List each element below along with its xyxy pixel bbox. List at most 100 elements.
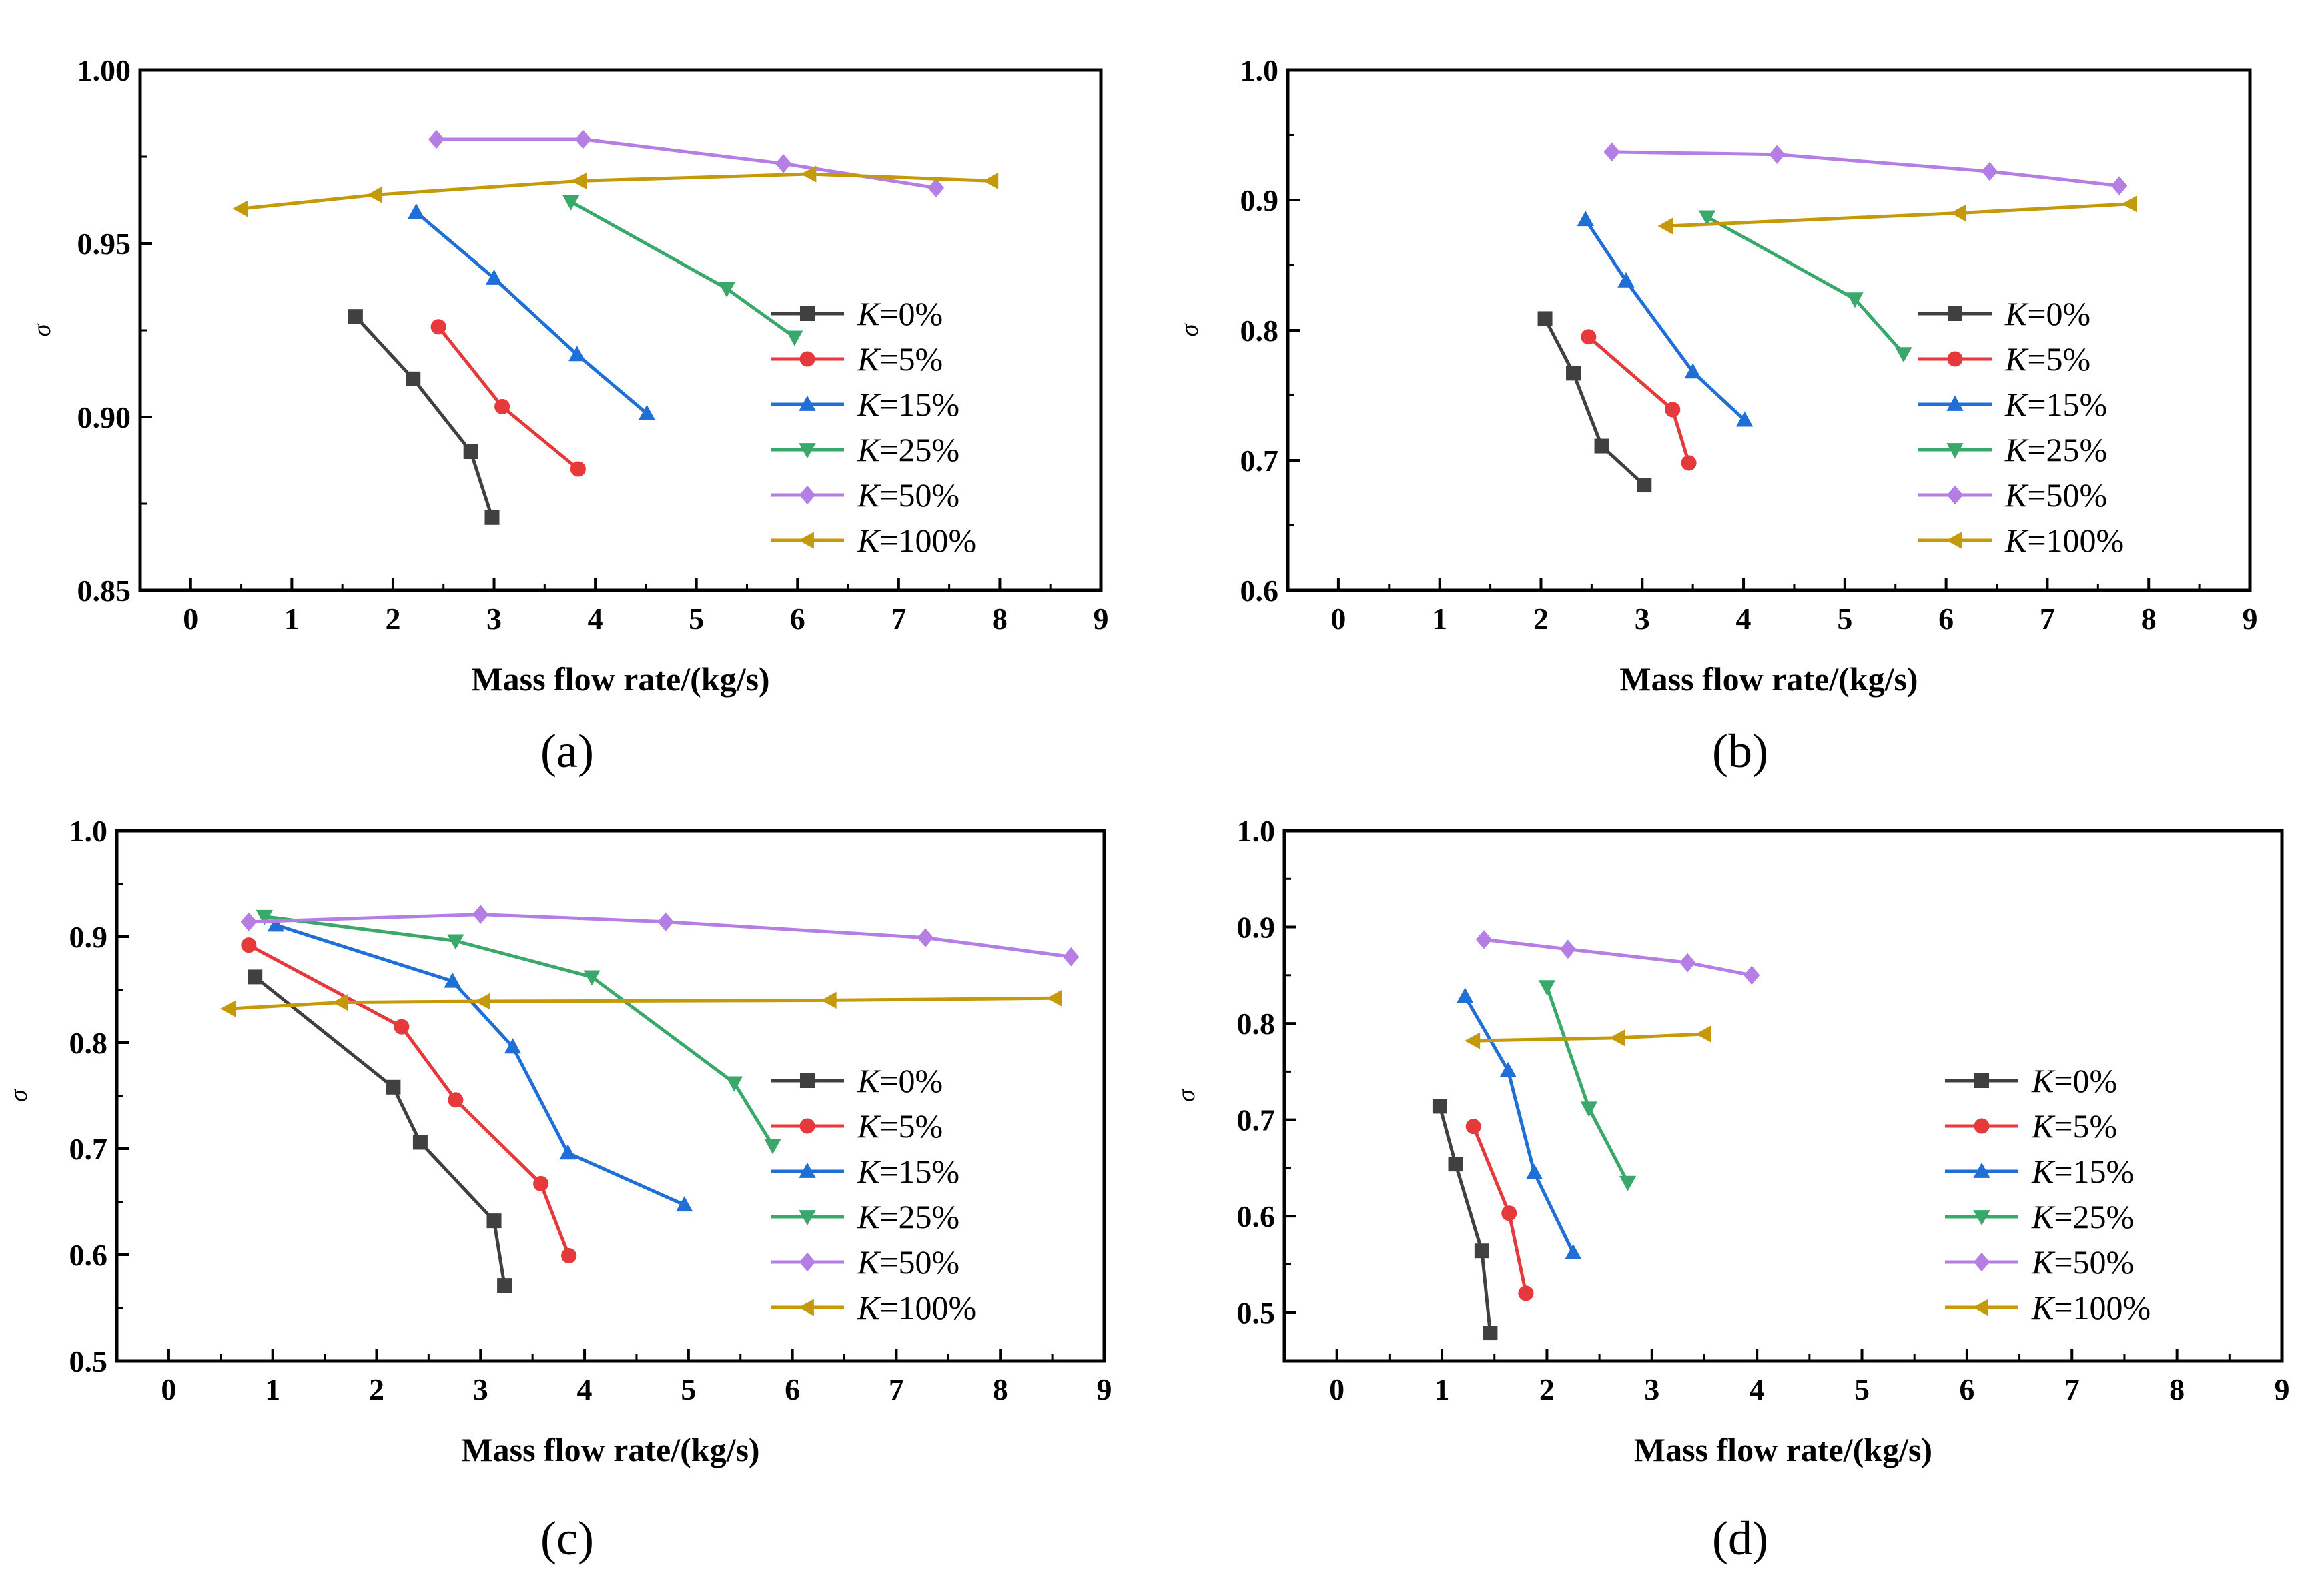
x-tick-label: 2 xyxy=(1533,602,1549,636)
x-axis-label: Mass flow rate/(kg/s) xyxy=(1619,660,1918,698)
series-circle xyxy=(430,319,586,477)
data-point xyxy=(764,1139,781,1155)
data-point xyxy=(801,165,817,183)
y-tick-label: 1.00 xyxy=(77,53,131,87)
legend-entry: K=5% xyxy=(771,340,943,378)
y-axis-label: σ xyxy=(1172,1089,1200,1102)
legend-label-value: =25% xyxy=(2027,431,2107,468)
data-point xyxy=(2111,176,2128,195)
legend-label: K=25% xyxy=(2004,431,2107,468)
data-point xyxy=(983,172,999,190)
legend-label-variable: K xyxy=(2004,522,2029,559)
legend-marker xyxy=(799,1252,816,1272)
legend-label: K=5% xyxy=(2004,340,2090,378)
data-point xyxy=(562,195,580,211)
legend-label: K=5% xyxy=(857,1107,943,1145)
legend-label: K=50% xyxy=(857,476,959,514)
legend-label-variable: K xyxy=(857,1243,881,1281)
x-axis-label: Mass flow rate/(kg/s) xyxy=(461,1431,759,1468)
y-tick-label: 0.8 xyxy=(69,1026,108,1060)
data-point xyxy=(657,912,674,932)
legend-marker xyxy=(1973,1162,1990,1178)
y-tick-label: 0.95 xyxy=(77,227,131,261)
panel-caption: (a) xyxy=(540,724,594,778)
data-point xyxy=(474,993,490,1010)
y-axis-label: σ xyxy=(28,323,56,336)
data-point xyxy=(1580,1101,1598,1117)
panel-caption: (b) xyxy=(1712,724,1768,778)
data-point xyxy=(485,269,503,285)
legend-label-variable: K xyxy=(2004,340,2029,378)
series-square xyxy=(348,309,500,525)
x-tick-label: 0 xyxy=(183,602,198,636)
legend-marker xyxy=(1974,1073,1989,1088)
x-tick-label: 5 xyxy=(681,1372,696,1406)
y-tick-label: 0.9 xyxy=(1240,183,1279,217)
x-tick-label: 8 xyxy=(992,602,1008,636)
series-circle xyxy=(1465,1119,1534,1301)
data-point xyxy=(1483,1326,1498,1341)
data-point xyxy=(430,319,446,335)
legend-label-variable: K xyxy=(857,522,881,559)
series-diamond xyxy=(240,905,1080,967)
x-tick-label: 7 xyxy=(889,1372,904,1406)
data-point xyxy=(448,1092,464,1108)
legend-label: K=50% xyxy=(2031,1243,2134,1281)
legend-label: K=5% xyxy=(857,340,943,378)
data-point xyxy=(559,1144,576,1160)
data-point xyxy=(241,937,257,953)
y-tick-label: 0.5 xyxy=(1237,1296,1276,1330)
x-tick-label: 1 xyxy=(1432,602,1447,636)
legend-label: K=100% xyxy=(857,522,976,559)
plot-frame xyxy=(1282,829,2284,1363)
legend-label: K=0% xyxy=(857,1062,943,1099)
y-tick-label: 0.6 xyxy=(1240,574,1279,608)
data-point xyxy=(1537,311,1553,326)
legend-label: K=15% xyxy=(2004,386,2107,423)
data-point xyxy=(497,1278,512,1293)
data-point xyxy=(1684,363,1701,379)
data-point xyxy=(1577,211,1594,227)
data-point xyxy=(267,916,285,932)
legend-marker xyxy=(798,532,814,549)
data-point xyxy=(725,1076,743,1092)
data-point xyxy=(1501,1205,1517,1221)
legend-label: K=100% xyxy=(857,1289,976,1326)
series-triangle-down xyxy=(256,909,781,1155)
panel-caption: (d) xyxy=(1712,1512,1768,1565)
data-point xyxy=(786,330,803,346)
legend-label-value: =100% xyxy=(2027,522,2124,559)
legend-label: K=50% xyxy=(857,1243,959,1281)
legend-entry: K=5% xyxy=(1945,1107,2117,1145)
legend-entry: K=25% xyxy=(771,1198,959,1235)
legend-label-value: =50% xyxy=(2054,1243,2134,1281)
x-tick-label: 5 xyxy=(1837,602,1852,636)
x-tick-label: 5 xyxy=(689,602,704,636)
x-tick-label: 7 xyxy=(2064,1372,2080,1406)
data-point xyxy=(394,1019,410,1035)
legend-label: K=25% xyxy=(857,1198,959,1235)
legend-label-value: =5% xyxy=(2027,340,2090,378)
data-point xyxy=(1695,1025,1711,1043)
panel-caption: (c) xyxy=(540,1512,594,1565)
series-line xyxy=(1543,318,1645,486)
legend-marker xyxy=(799,1162,816,1178)
legend-label: K=100% xyxy=(2031,1289,2151,1326)
x-tick-label: 7 xyxy=(2040,602,2055,636)
series-square xyxy=(248,969,512,1293)
data-point xyxy=(408,203,425,219)
legend-label-variable: K xyxy=(857,1062,881,1099)
legend-label-value: =25% xyxy=(879,1198,959,1235)
data-point xyxy=(1566,366,1581,381)
legend-marker xyxy=(799,485,816,505)
legend-label-value: =0% xyxy=(2027,295,2090,332)
legend-label-value: =50% xyxy=(879,1243,959,1281)
data-point xyxy=(1769,145,1786,165)
x-axis-label: Mass flow rate/(kg/s) xyxy=(1634,1431,1932,1468)
series-square xyxy=(1537,311,1652,493)
data-point xyxy=(240,912,257,932)
legend-label-value: =5% xyxy=(879,1107,943,1145)
x-tick-label: 2 xyxy=(369,1372,384,1406)
legend-marker xyxy=(1946,395,1964,411)
